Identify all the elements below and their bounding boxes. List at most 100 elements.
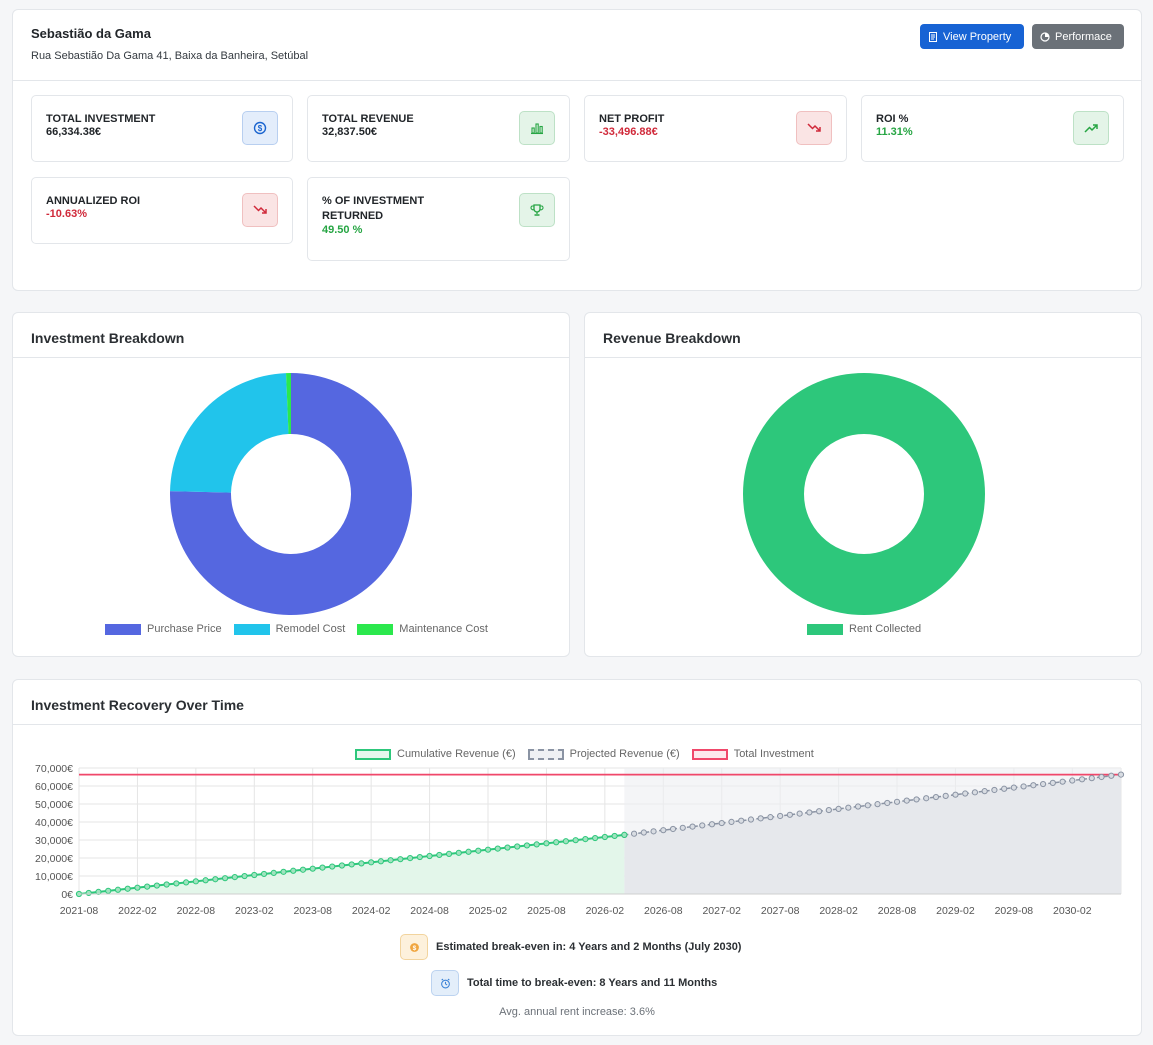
projected-point[interactable] (1108, 772, 1115, 779)
cumulative-point[interactable] (124, 885, 131, 892)
cumulative-point[interactable] (163, 881, 170, 888)
cumulative-point[interactable] (85, 889, 92, 897)
projected-point[interactable] (1020, 783, 1027, 790)
cumulative-point[interactable] (592, 834, 599, 842)
projected-point[interactable] (893, 798, 901, 805)
cumulative-point[interactable] (202, 877, 209, 884)
cumulative-point[interactable] (144, 883, 151, 890)
cumulative-point[interactable] (397, 856, 404, 863)
slice-purchase-price[interactable] (169, 373, 412, 615)
projected-point[interactable] (942, 792, 949, 799)
projected-point[interactable] (757, 815, 764, 822)
projected-point[interactable] (796, 810, 803, 817)
legend-item[interactable]: Rent Collected (807, 623, 921, 635)
cumulative-point[interactable] (455, 849, 462, 856)
projected-point[interactable] (816, 808, 823, 815)
projected-point[interactable] (767, 814, 774, 821)
cumulative-point[interactable] (445, 850, 453, 857)
cumulative-point[interactable] (241, 872, 248, 880)
projected-point[interactable] (864, 802, 871, 809)
cumulative-point[interactable] (319, 864, 326, 871)
projected-point[interactable] (874, 801, 881, 808)
cumulative-point[interactable] (416, 853, 423, 861)
projected-point[interactable] (923, 795, 930, 802)
cumulative-point[interactable] (377, 858, 384, 865)
cumulative-point[interactable] (475, 847, 482, 854)
cumulative-point[interactable] (562, 838, 570, 845)
projected-point[interactable] (913, 796, 920, 803)
cumulative-point[interactable] (368, 859, 375, 866)
cumulative-point[interactable] (192, 878, 199, 885)
projected-point[interactable] (630, 830, 638, 837)
projected-point[interactable] (747, 816, 755, 823)
legend-item[interactable]: Cumulative Revenue (€) (355, 748, 516, 760)
projected-point[interactable] (845, 804, 852, 811)
projected-point[interactable] (884, 799, 891, 807)
projected-point[interactable] (932, 793, 940, 801)
cumulative-point[interactable] (212, 876, 219, 883)
projected-point[interactable] (777, 812, 784, 820)
cumulative-point[interactable] (582, 836, 589, 843)
cumulative-point[interactable] (611, 832, 618, 840)
projected-point[interactable] (854, 803, 862, 810)
cumulative-point[interactable] (358, 860, 365, 867)
cumulative-point[interactable] (153, 882, 161, 889)
cumulative-point[interactable] (280, 868, 287, 875)
cumulative-point[interactable] (134, 884, 141, 891)
cumulative-point[interactable] (329, 863, 336, 870)
cumulative-point[interactable] (221, 875, 229, 882)
projected-point[interactable] (1030, 782, 1037, 789)
projected-point[interactable] (835, 805, 842, 812)
legend-item[interactable]: Projected Revenue (€) (527, 748, 680, 760)
projected-point[interactable] (650, 828, 657, 835)
projected-point[interactable] (728, 818, 735, 825)
projected-point[interactable] (952, 791, 959, 798)
cumulative-point[interactable] (114, 886, 122, 893)
projected-point[interactable] (1078, 776, 1086, 783)
cumulative-point[interactable] (251, 871, 258, 879)
projected-point[interactable] (991, 786, 998, 794)
legend-item[interactable]: Purchase Price (105, 623, 222, 635)
cumulative-point[interactable] (231, 874, 238, 881)
cumulative-point[interactable] (465, 848, 472, 855)
cumulative-point[interactable] (290, 867, 297, 874)
projected-point[interactable] (1039, 780, 1047, 788)
cumulative-point[interactable] (553, 839, 560, 846)
projected-point[interactable] (962, 790, 969, 797)
projected-point[interactable] (708, 821, 716, 828)
cumulative-point[interactable] (183, 879, 190, 886)
cumulative-point[interactable] (299, 866, 307, 873)
cumulative-point[interactable] (543, 840, 550, 847)
projected-point[interactable] (1049, 779, 1056, 786)
cumulative-point[interactable] (484, 846, 492, 853)
cumulative-point[interactable] (173, 880, 180, 887)
projected-point[interactable] (640, 829, 647, 836)
projected-point[interactable] (825, 806, 832, 814)
performance-button[interactable]: Performace (1032, 24, 1124, 49)
projected-point[interactable] (718, 819, 725, 827)
projected-point[interactable] (1010, 784, 1017, 791)
cumulative-point[interactable] (270, 869, 277, 876)
cumulative-point[interactable] (601, 833, 608, 841)
slice-remodel-cost[interactable] (170, 373, 289, 493)
cumulative-point[interactable] (572, 837, 579, 844)
cumulative-point[interactable] (504, 844, 511, 851)
projected-point[interactable] (699, 822, 706, 829)
cumulative-point[interactable] (426, 852, 433, 860)
cumulative-point[interactable] (533, 841, 540, 848)
cumulative-point[interactable] (514, 843, 521, 850)
projected-point[interactable] (689, 823, 696, 830)
projected-point[interactable] (738, 817, 745, 824)
projected-point[interactable] (806, 809, 813, 816)
projected-point[interactable] (669, 825, 677, 833)
projected-revenue-line[interactable] (624, 773, 1122, 836)
projected-point[interactable] (786, 811, 793, 818)
projected-point[interactable] (679, 824, 686, 831)
cumulative-point[interactable] (523, 842, 531, 849)
cumulative-point[interactable] (494, 845, 501, 852)
cumulative-point[interactable] (621, 831, 628, 838)
slice-maintenance-cost[interactable] (286, 373, 291, 435)
legend-item[interactable]: Maintenance Cost (357, 623, 488, 635)
cumulative-point[interactable] (407, 855, 414, 862)
projected-point[interactable] (1059, 778, 1066, 785)
